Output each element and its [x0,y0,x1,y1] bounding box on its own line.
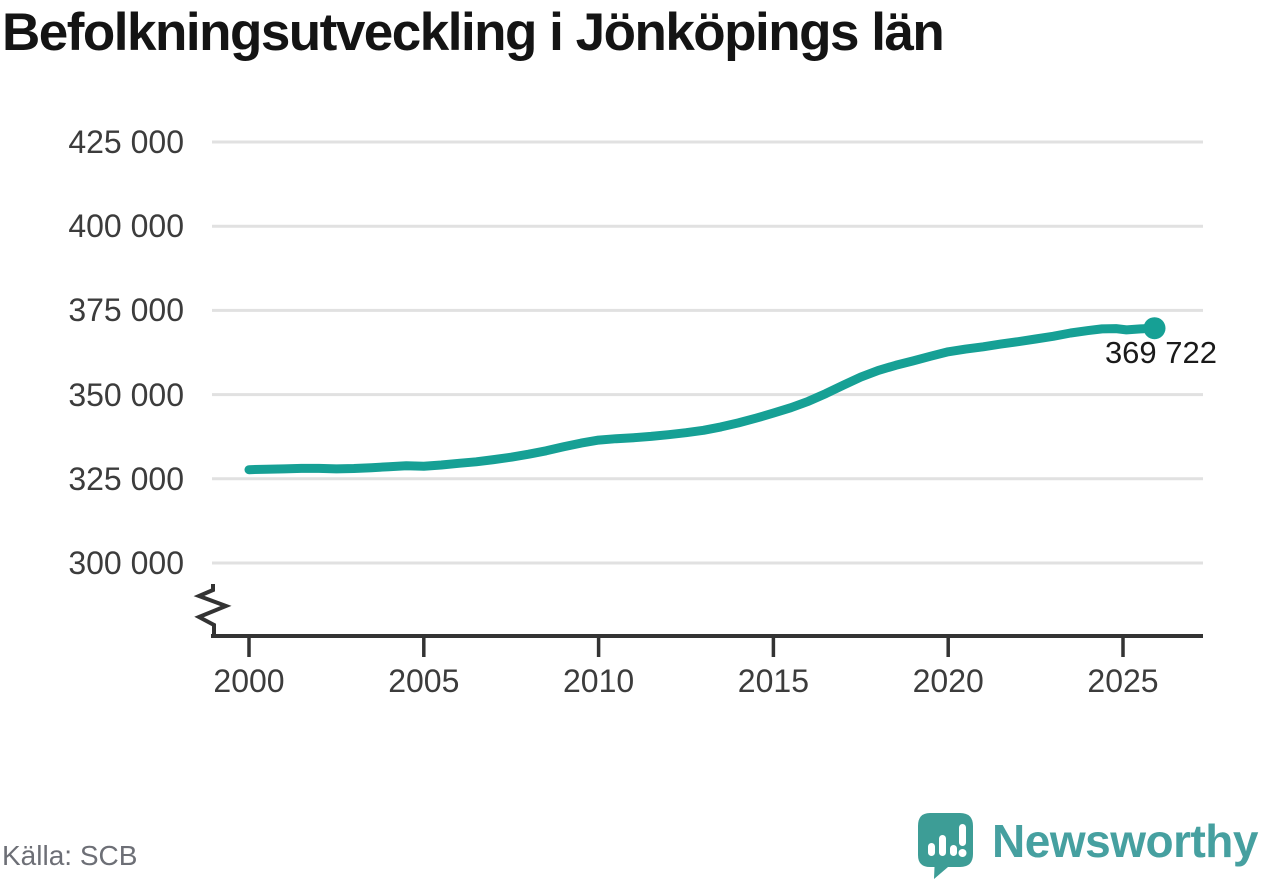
latest-value-dot [1143,317,1166,340]
latest-value-annotation: 369 722 [1104,335,1217,370]
x-axis-label: 2015 [737,663,809,699]
gridlines [212,140,1203,565]
y-axis-break-icon [193,584,232,634]
source-attribution: Källa: SCB [2,840,138,871]
x-axis-ticks [247,638,1125,657]
x-axis-label: 2010 [563,663,635,699]
y-axis-label: 325 000 [68,460,184,497]
x-axis-label: 2005 [388,663,460,699]
x-axis-label: 2025 [1087,663,1159,699]
population-line-series [244,323,1159,475]
x-axis-label: 2020 [912,663,984,699]
y-axis-label: 375 000 [68,292,184,329]
newsworthy-logo: Newsworthy [917,812,1258,879]
y-axis-label: 300 000 [68,545,184,581]
line-chart-canvas [193,140,1203,657]
newsworthy-wordmark: Newsworthy [992,815,1258,867]
y-axis-label: 400 000 [68,208,184,245]
y-axis-label: 350 000 [68,376,184,413]
x-axis-label: 2000 [213,663,285,699]
y-axis-label: 425 000 [68,124,184,160]
chart-title: Befolkningsutveckling i Jönköpings län [2,3,945,62]
newsworthy-speech-bubble-chart-icon [918,813,974,879]
